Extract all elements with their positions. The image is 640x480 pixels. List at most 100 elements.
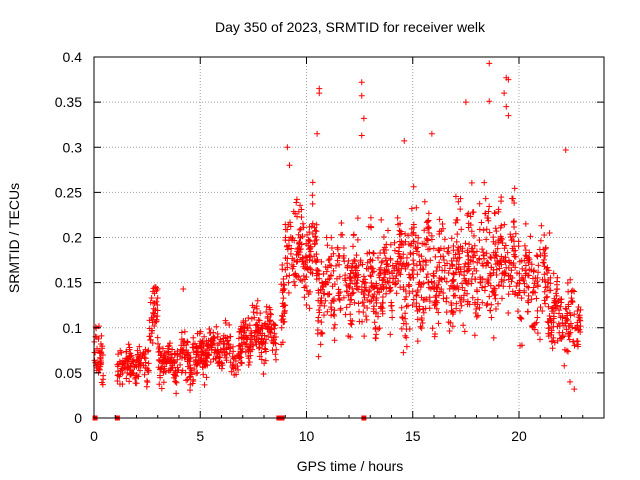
- data-point: [399, 314, 406, 321]
- data-point: [345, 283, 352, 290]
- data-point: [279, 262, 286, 269]
- data-point: [420, 306, 427, 313]
- data-point: [453, 300, 460, 307]
- data-point: [263, 323, 270, 330]
- data-point: [331, 295, 338, 302]
- data-point: [307, 243, 314, 250]
- data-point: [486, 293, 493, 300]
- data-point: [199, 339, 206, 346]
- data-point: [330, 325, 337, 332]
- data-point: [300, 263, 307, 270]
- data-point: [262, 340, 269, 347]
- data-point: [289, 255, 296, 262]
- data-point: [354, 274, 361, 281]
- data-point: [414, 307, 421, 314]
- data-point: [370, 249, 377, 256]
- data-point: [448, 302, 455, 309]
- data-point: [402, 310, 409, 317]
- data-point-outlier: [358, 92, 365, 99]
- data-point: [128, 370, 135, 377]
- data-point: [445, 244, 452, 251]
- data-point: [172, 378, 179, 385]
- data-point: [557, 296, 564, 303]
- y-tick-label: 0: [74, 410, 82, 426]
- data-point: [272, 356, 279, 363]
- data-point: [548, 329, 555, 336]
- data-point: [220, 335, 227, 342]
- data-point: [379, 310, 386, 317]
- data-point: [284, 264, 291, 271]
- data-point: [320, 290, 327, 297]
- data-point: [285, 279, 292, 286]
- data-point: [278, 324, 285, 331]
- data-point: [161, 363, 168, 370]
- data-point: [395, 278, 402, 285]
- data-point: [431, 333, 438, 340]
- data-point: [534, 283, 541, 290]
- data-point: [287, 250, 294, 257]
- data-point: [149, 339, 156, 346]
- data-point: [171, 350, 178, 357]
- data-point: [377, 269, 384, 276]
- data-point: [182, 369, 189, 376]
- data-point: [283, 273, 290, 280]
- data-point: [378, 259, 385, 266]
- data-point: [370, 250, 377, 257]
- data-point: [326, 255, 333, 262]
- data-point: [558, 296, 565, 303]
- data-point: [255, 316, 262, 323]
- data-point: [483, 302, 490, 309]
- data-point: [410, 183, 417, 190]
- data-point: [299, 220, 306, 227]
- data-point: [524, 308, 531, 315]
- data-point: [407, 249, 414, 256]
- data-point: [179, 367, 186, 374]
- data-point: [540, 246, 547, 253]
- data-point: [145, 347, 152, 354]
- data-point: [528, 296, 535, 303]
- data-point: [575, 341, 582, 348]
- data-point: [496, 265, 503, 272]
- data-point: [155, 340, 162, 347]
- data-point: [409, 288, 416, 295]
- data-point: [495, 206, 502, 213]
- data-point: [312, 227, 319, 234]
- data-point: [254, 334, 261, 341]
- data-point: [389, 279, 396, 286]
- data-point: [457, 206, 464, 213]
- data-point: [360, 309, 367, 316]
- data-point: [512, 230, 519, 237]
- data-point: [338, 219, 345, 226]
- data-point: [571, 342, 578, 349]
- data-point: [537, 237, 544, 244]
- data-point: [475, 256, 482, 263]
- data-point: [256, 344, 263, 351]
- data-point: [250, 309, 257, 316]
- data-point: [480, 227, 487, 234]
- data-point: [402, 238, 409, 245]
- data-point: [254, 297, 261, 304]
- data-point: [328, 272, 335, 279]
- data-point: [161, 350, 168, 357]
- data-point: [445, 250, 452, 257]
- data-point: [470, 258, 477, 265]
- data-point: [142, 359, 149, 366]
- data-point: [330, 250, 337, 257]
- data-point: [355, 300, 362, 307]
- data-point: [346, 274, 353, 281]
- data-point: [279, 300, 286, 307]
- data-point: [349, 290, 356, 297]
- data-point: [449, 308, 456, 315]
- data-point: [554, 302, 561, 309]
- data-point: [394, 214, 401, 221]
- data-point: [454, 231, 461, 238]
- data-point: [271, 336, 278, 343]
- data-point: [204, 347, 211, 354]
- data-point: [476, 304, 483, 311]
- data-point: [473, 313, 480, 320]
- data-point: [521, 242, 528, 249]
- data-point: [389, 314, 396, 321]
- data-point: [515, 238, 522, 245]
- data-point: [428, 278, 435, 285]
- data-point: [257, 339, 264, 346]
